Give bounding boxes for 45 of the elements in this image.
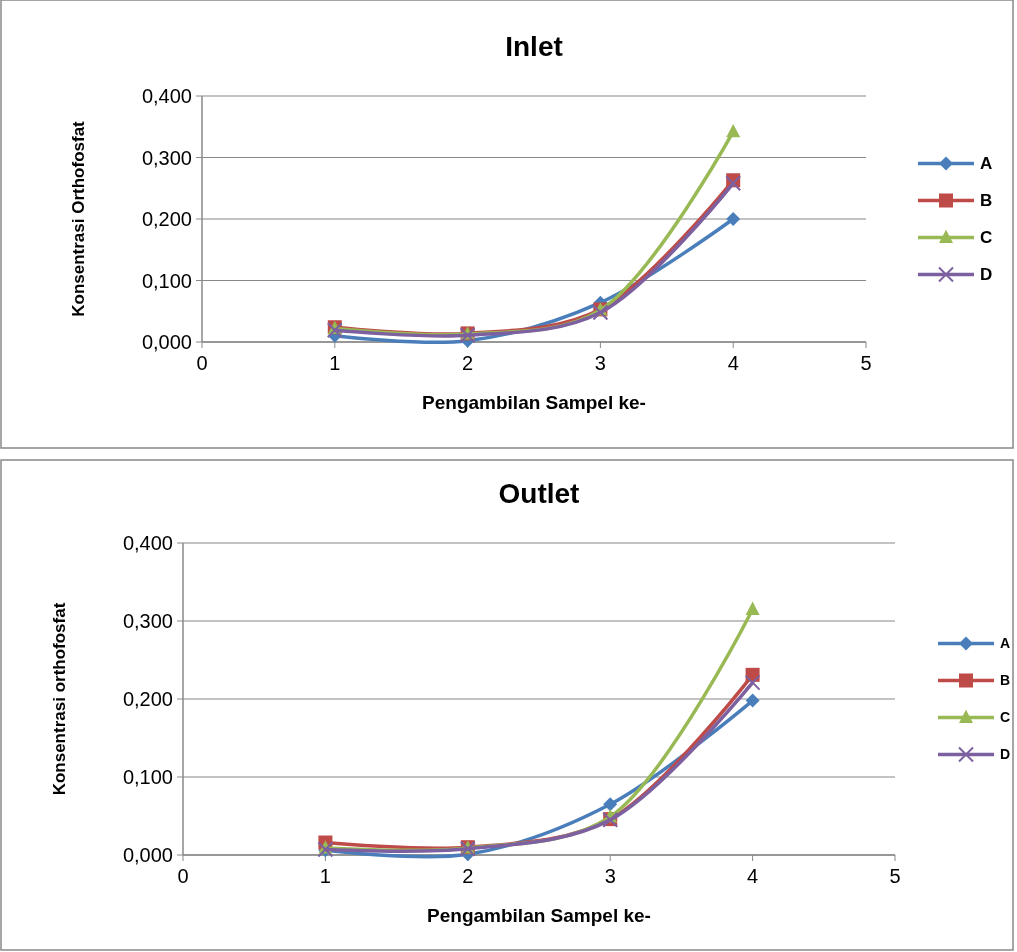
legend-label: A [1000,635,1011,652]
y-axis-title: Konsentrasi orthofosfat [50,602,69,796]
y-tick-label: 0,400 [141,85,192,107]
chart-title: Outlet [498,478,580,509]
point [592,304,609,321]
x-tick-label: 4 [747,865,759,887]
chart-title: Inlet [505,31,563,62]
x-axis-title: Pengambilan Sampel ke- [422,392,646,413]
point [603,797,618,812]
x-tick-label: 2 [462,352,474,374]
point [745,601,760,615]
x-tick-label: 1 [319,865,331,887]
y-tick-label: 0,300 [141,146,192,169]
point [726,123,741,138]
y-tick-label: 0,400 [122,532,173,554]
y-tick-label: 0,200 [122,688,173,710]
x-tick-label: 0 [177,865,189,887]
legend-label: A [980,154,993,174]
point [726,212,741,226]
legend-label: D [980,265,993,285]
y-tick-label: 0,200 [141,208,192,230]
point [725,175,742,192]
x-tick-label: 4 [727,352,739,374]
y-tick-label: 0,000 [122,844,173,866]
x-tick-label: 5 [860,352,872,374]
x-tick-label: 3 [594,352,606,374]
x-tick-label: 1 [329,352,341,374]
point [745,693,760,708]
legend-label: C [1000,709,1011,726]
point [326,322,343,339]
y-tick-label: 0,300 [122,610,173,632]
y-tick-label: 0,100 [122,766,173,788]
x-tick-label: 2 [462,865,474,887]
y-axis-title: Konsentrasi Orthofosfat [69,120,88,317]
x-axis-title: Pengambilan Sampel ke- [427,905,651,926]
legend-label: B [1000,672,1011,689]
legend-label: B [980,191,993,211]
y-tick-label: 0,100 [141,269,192,292]
legend-label: D [1000,746,1011,763]
x-tick-label: 3 [604,865,616,887]
legend-label: C [980,228,993,248]
y-tick-label: 0,000 [141,331,192,353]
point [744,674,761,691]
x-tick-label: 5 [889,865,901,887]
x-tick-label: 0 [196,352,208,374]
